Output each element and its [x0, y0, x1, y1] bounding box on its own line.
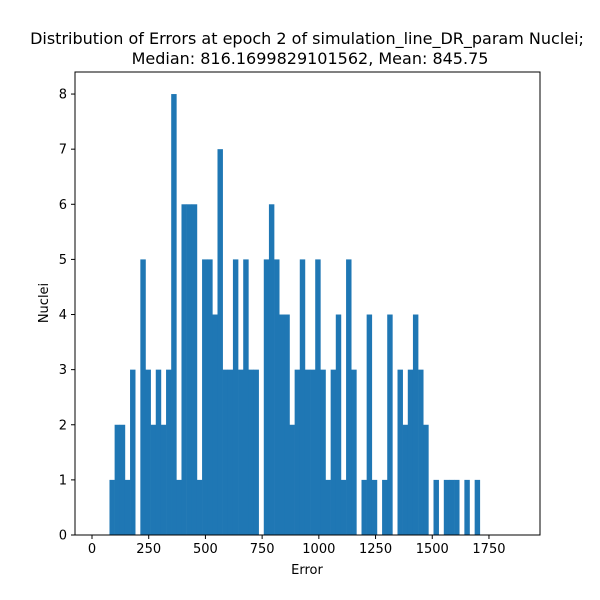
histogram-bar [166, 369, 172, 535]
y-tick-label: 6 [59, 198, 67, 213]
histogram-bar [150, 424, 157, 535]
chart-title-line2: Median: 816.1699829101562, Mean: 845.75 [132, 49, 489, 68]
histogram-bar [366, 314, 373, 535]
x-tick-label: 1250 [359, 542, 392, 557]
histogram-bar [155, 369, 162, 535]
y-tick-label: 3 [59, 363, 67, 378]
histogram-bar [145, 369, 151, 535]
histogram-bar [268, 204, 275, 536]
histogram-bar [464, 479, 470, 535]
y-tick-label: 7 [59, 143, 67, 158]
x-tick-label: 750 [250, 542, 275, 557]
histogram-bar [119, 424, 126, 535]
histogram-bar [160, 424, 167, 535]
histogram-bar [474, 479, 481, 535]
histogram-bar [248, 369, 254, 535]
histogram-bar [454, 479, 460, 535]
y-tick-label: 5 [59, 253, 67, 268]
histogram-bar [335, 314, 342, 535]
x-axis-ticks: 0 250 500 750 1000 1250 1500 1750 [88, 535, 506, 557]
y-axis-ticks: 0 1 2 3 4 5 6 7 8 [59, 88, 75, 544]
y-tick-label: 0 [59, 529, 67, 544]
histogram-bar [443, 479, 450, 535]
histogram-bar [263, 259, 270, 535]
histogram-bar [171, 94, 177, 536]
histogram-bar [423, 424, 429, 535]
histogram-bar [407, 369, 414, 535]
histogram-bar [402, 424, 409, 535]
histogram-bar [109, 479, 115, 535]
histogram-bar [382, 479, 388, 535]
x-tick-label: 500 [193, 542, 218, 557]
histogram-bar [186, 204, 193, 536]
x-tick-label: 1500 [416, 542, 449, 557]
histogram-bar [340, 479, 347, 535]
histogram-bar [299, 259, 306, 535]
histogram-bar [397, 369, 403, 535]
x-tick-label: 250 [136, 542, 161, 557]
histogram-bar [207, 259, 213, 535]
histogram-bar [346, 259, 352, 535]
histogram-bar [274, 259, 280, 535]
histogram-bar [140, 259, 146, 535]
histogram-bar [114, 424, 121, 535]
histogram-bar [361, 479, 367, 535]
histogram-bar [243, 259, 249, 535]
x-tick-label: 0 [88, 542, 96, 557]
histogram-bar [176, 479, 182, 535]
histogram-bar [253, 369, 259, 535]
histogram-bar [196, 479, 203, 535]
histogram-bar [315, 259, 321, 535]
histogram-bar [217, 149, 223, 536]
histogram-bar [304, 369, 311, 535]
histogram-bar [284, 314, 290, 535]
histogram-bar [433, 479, 439, 535]
histogram-bar [412, 314, 419, 535]
y-tick-label: 8 [59, 88, 67, 103]
histogram-bar [387, 314, 393, 535]
histogram-bar [310, 369, 316, 535]
histogram-bar [238, 369, 244, 535]
x-tick-label: 1000 [302, 542, 335, 557]
bars-group [109, 94, 481, 536]
histogram-bar [289, 424, 295, 535]
histogram-bar [418, 369, 424, 535]
histogram-bar [279, 314, 285, 535]
histogram-bar [124, 479, 131, 535]
histogram-bar [191, 204, 198, 536]
plot-frame [74, 71, 541, 536]
histogram-bar [212, 314, 218, 535]
y-tick-label: 4 [59, 308, 67, 323]
histogram-bar [202, 259, 208, 535]
histogram-bar [325, 479, 331, 535]
y-tick-label: 1 [59, 473, 67, 488]
x-tick-label: 1750 [472, 542, 505, 557]
histogram-bar [320, 369, 326, 535]
y-axis-label: Nuclei [37, 283, 52, 323]
histogram-bar [222, 369, 229, 535]
histogram-bar [330, 369, 337, 535]
histogram-bar [294, 369, 301, 535]
histogram-bar [227, 369, 234, 535]
histogram-bar [351, 369, 357, 535]
histogram-bar [448, 479, 455, 535]
histogram-bar [181, 204, 187, 536]
histogram-bar [371, 479, 378, 535]
histogram-bar [232, 259, 239, 535]
chart-title-line1: Distribution of Errors at epoch 2 of sim… [30, 29, 584, 49]
y-tick-label: 2 [59, 418, 67, 433]
x-axis-label: Error [291, 563, 323, 578]
histogram-bar [130, 369, 136, 535]
